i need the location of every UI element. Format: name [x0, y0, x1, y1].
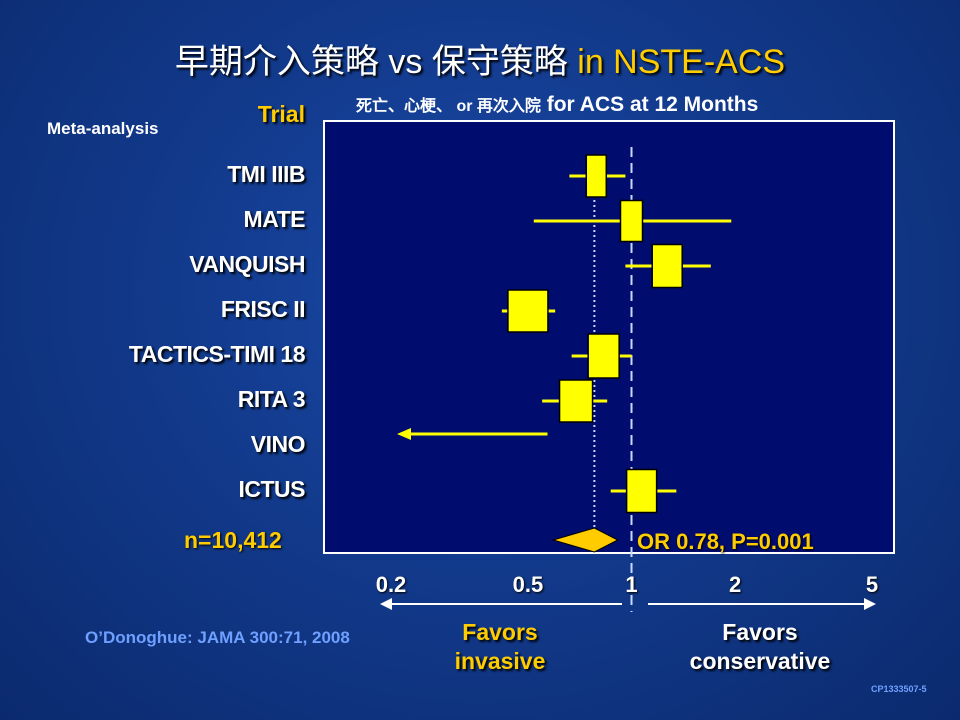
point-estimate-box [651, 243, 683, 289]
x-tick-label: 2 [728, 572, 742, 597]
favors-conservative-line2: conservative [689, 648, 831, 674]
slide-title: 早期介入策略 vs 保守策略 in NSTE-ACS [0, 34, 960, 83]
point-estimate-box [619, 199, 644, 243]
subtitle-cn: 死亡、心梗、 or 再次入院 [356, 98, 541, 115]
point-estimate-box [558, 379, 594, 423]
pooled-or-label: OR 0.78, P=0.001 [637, 529, 814, 554]
point-estimate-box [585, 154, 608, 198]
favors-invasive-line1: Favors [462, 619, 538, 645]
point-estimate-box [507, 289, 549, 333]
favors-invasive-label: Favors invasive [410, 618, 590, 676]
point-estimate-box [587, 333, 620, 379]
chart-subtitle: 死亡、心梗、 or 再次入院 for ACS at 12 Months [356, 92, 758, 117]
trial-label: MATE [243, 206, 306, 232]
x-tick-label: 0.2 [375, 572, 407, 597]
favors-invasive-arrowhead [380, 598, 392, 610]
trial-column-header: Trial [257, 101, 305, 127]
x-tick-label: 5 [865, 572, 879, 597]
point-estimate-box [625, 468, 658, 514]
x-tick-label: 0.5 [512, 572, 544, 597]
trial-label: TMI IIIB [227, 161, 305, 187]
ci-arrow [397, 428, 411, 440]
citation: O’Donoghue: JAMA 300:71, 2008 [85, 628, 350, 647]
x-tick-label: 1 [625, 572, 638, 597]
sample-size-label: n=10,412 [184, 527, 282, 553]
trial-label: RITA 3 [237, 386, 306, 412]
favors-conservative-label: Favors conservative [660, 618, 860, 676]
favors-conservative-line1: Favors [722, 619, 798, 645]
slide-code: CP1333507-5 [871, 684, 927, 694]
trial-label: ICTUS [238, 476, 306, 502]
trial-label: VINO [250, 431, 306, 457]
trial-label: TACTICS-TIMI 18 [128, 341, 306, 367]
title-accent: in NSTE-ACS [567, 43, 786, 81]
meta-analysis-label: Meta-analysis [47, 119, 159, 138]
subtitle-en: for ACS at 12 Months [540, 93, 759, 116]
favors-conservative-arrowhead [864, 598, 876, 610]
trial-label: VANQUISH [189, 251, 305, 277]
favors-invasive-line2: invasive [454, 648, 546, 674]
trial-label: FRISC II [220, 296, 306, 322]
pooled-diamond [551, 527, 619, 553]
title-main: 早期介入策略 vs 保守策略 [174, 43, 568, 81]
